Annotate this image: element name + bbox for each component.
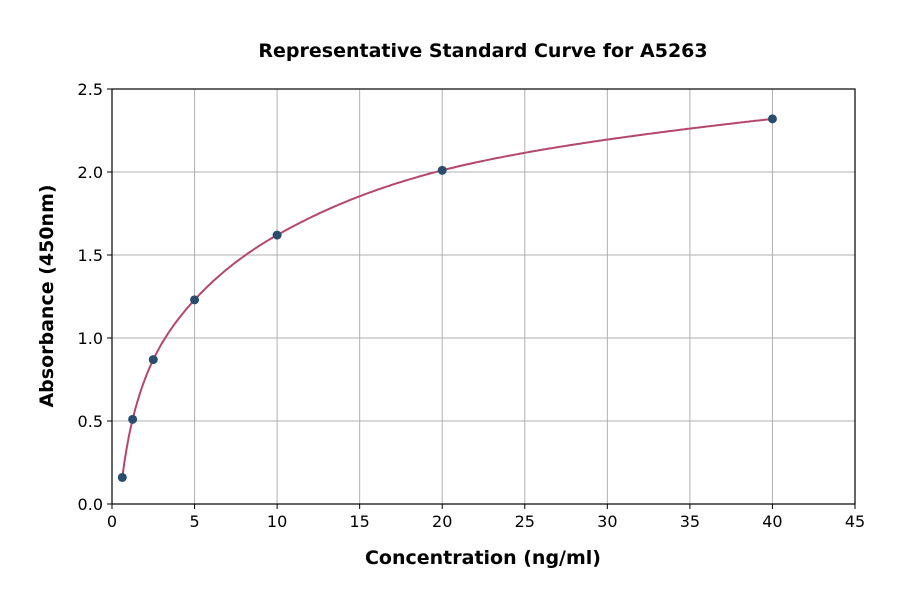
y-tick-label: 1.0	[78, 329, 103, 348]
x-tick-label: 0	[107, 512, 117, 531]
x-tick-label: 5	[189, 512, 199, 531]
x-tick-label: 30	[597, 512, 617, 531]
x-axis-label: Concentration (ng/ml)	[365, 547, 601, 569]
x-tick-label: 35	[680, 512, 700, 531]
y-tick-label: 2.0	[78, 163, 103, 182]
data-point	[117, 472, 127, 482]
plot-frame	[111, 88, 856, 505]
data-point	[437, 165, 447, 175]
x-tick-label: 25	[515, 512, 535, 531]
x-tick-label: 15	[349, 512, 369, 531]
data-point	[272, 230, 282, 240]
data-point	[767, 114, 777, 124]
y-tick-label: 0.5	[78, 412, 103, 431]
data-point	[128, 414, 138, 424]
fit-curve	[121, 117, 773, 478]
chart-title: Representative Standard Curve for A5263	[258, 40, 707, 62]
y-axis-label: Absorbance (450nm)	[36, 184, 58, 407]
data-point	[190, 295, 200, 305]
data-point	[148, 355, 158, 365]
y-tick-label: 0.0	[78, 495, 103, 514]
y-tick-label: 2.5	[78, 80, 103, 99]
y-tick-label: 1.5	[78, 246, 103, 265]
x-tick-label: 10	[267, 512, 287, 531]
x-tick-label: 20	[432, 512, 452, 531]
x-tick-label: 45	[845, 512, 865, 531]
x-tick-label: 40	[762, 512, 782, 531]
